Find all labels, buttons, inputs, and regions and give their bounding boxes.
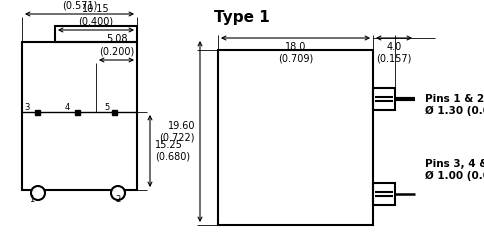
Bar xyxy=(22,42,136,190)
Circle shape xyxy=(111,186,125,200)
Text: 4.0
(0.157): 4.0 (0.157) xyxy=(376,42,411,64)
Text: 15.25
(0.680): 15.25 (0.680) xyxy=(155,140,190,162)
Bar xyxy=(372,183,394,205)
Bar xyxy=(112,110,117,114)
Text: 5.08
(0.200): 5.08 (0.200) xyxy=(99,34,134,56)
Text: Type 1: Type 1 xyxy=(213,10,269,25)
Text: 10.15
(0.400): 10.15 (0.400) xyxy=(78,4,113,26)
Bar xyxy=(217,50,372,225)
Text: 18.0
(0.709): 18.0 (0.709) xyxy=(277,42,313,64)
Text: Pins 1 & 2
Ø 1.30 (0.051): Pins 1 & 2 Ø 1.30 (0.051) xyxy=(424,94,484,116)
Text: Pins 3, 4 & 5
Ø 1.00 (0.039): Pins 3, 4 & 5 Ø 1.00 (0.039) xyxy=(424,159,484,181)
Text: 4: 4 xyxy=(64,103,70,112)
Bar xyxy=(372,88,394,110)
Bar xyxy=(55,26,136,42)
Text: 19.60
(0.722): 19.60 (0.722) xyxy=(159,121,195,142)
Text: 1: 1 xyxy=(30,195,34,205)
Circle shape xyxy=(31,186,45,200)
Bar xyxy=(76,110,80,114)
Text: 3: 3 xyxy=(24,103,30,112)
Text: 2: 2 xyxy=(115,195,121,205)
Text: 5: 5 xyxy=(104,103,109,112)
Text: 14.50
(0.571): 14.50 (0.571) xyxy=(61,0,97,10)
Bar xyxy=(35,110,41,114)
